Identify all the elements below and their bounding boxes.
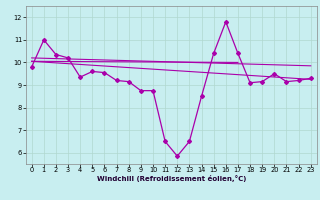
X-axis label: Windchill (Refroidissement éolien,°C): Windchill (Refroidissement éolien,°C) [97,175,246,182]
